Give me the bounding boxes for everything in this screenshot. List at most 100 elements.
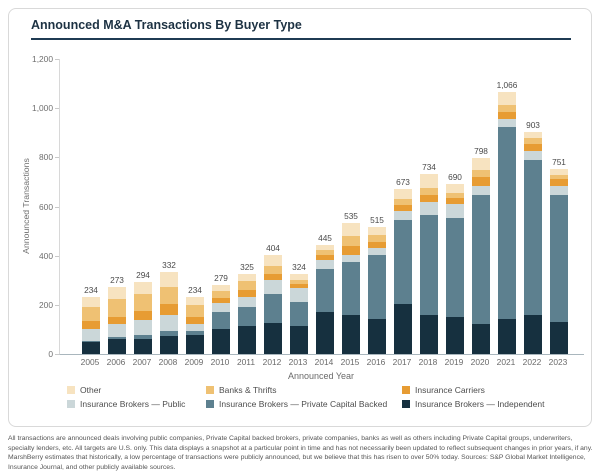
y-axis-ticks: 0 200 400 600 800 1,000 1,200: [9, 54, 53, 359]
bar-segment: [212, 297, 230, 304]
bar-stack: [108, 286, 126, 354]
bar-segment: [108, 286, 126, 299]
bar-segment: [238, 326, 256, 354]
bar-segment: [290, 279, 308, 285]
x-tick-label: 2009: [184, 357, 204, 367]
legend-item: Insurance Brokers — Public: [67, 399, 206, 409]
bar-segment: [550, 185, 568, 196]
title-underline: [31, 38, 571, 40]
bar-segment: [498, 127, 516, 319]
bar-segment: [446, 198, 464, 205]
bar-stack: [212, 285, 230, 354]
bar-segment: [212, 329, 230, 354]
y-tick-label: 1,200: [32, 54, 53, 64]
bar-segment: [82, 306, 100, 321]
x-tick-label: 2008: [158, 357, 178, 367]
bar-column: 404: [260, 243, 286, 354]
bar-segment: [472, 185, 490, 196]
bar-segment: [394, 188, 412, 200]
x-tick-label: 2017: [392, 357, 412, 367]
bar-segment: [160, 272, 178, 288]
bar-segment: [264, 265, 282, 274]
legend-label: Insurance Carriers: [415, 385, 485, 395]
bar-column: 279: [208, 273, 234, 354]
bar-segment: [498, 318, 516, 354]
bar-stack: [446, 184, 464, 354]
bar-segment: [108, 298, 126, 317]
bar-segment: [342, 222, 360, 237]
bar-total-label: 903: [526, 120, 540, 131]
x-tick-label: 2018: [418, 357, 438, 367]
bar-segment: [134, 334, 152, 339]
legend-item: Other: [67, 385, 206, 395]
bar-total-label: 404: [266, 242, 280, 253]
bar-segment: [342, 315, 360, 354]
bar-total-label: 734: [422, 161, 436, 172]
bar-segment: [342, 261, 360, 316]
legend-item: Banks & Thrifts: [206, 385, 402, 395]
bar-stack: [134, 281, 152, 354]
bar-column: 325: [234, 262, 260, 354]
y-tick-label: 600: [39, 201, 53, 212]
footer-disclaimer: All transactions are announced deals inv…: [8, 435, 593, 471]
bar-stack: [186, 296, 204, 354]
bar-segment: [368, 227, 386, 236]
bar-segment: [186, 331, 204, 336]
legend-swatch-icon: [206, 400, 214, 408]
bar-stack: [394, 188, 412, 354]
y-tick-label: 1,000: [32, 103, 53, 114]
bar-segment: [316, 312, 334, 354]
bar-segment: [368, 241, 386, 249]
bar-segment: [108, 339, 126, 354]
y-tick-mark: [55, 108, 59, 110]
bar-column: 515: [364, 215, 390, 354]
bar-total-label: 234: [188, 284, 202, 295]
bar-segment: [212, 285, 230, 292]
bar-segment: [342, 236, 360, 247]
bar-segment: [394, 199, 412, 205]
x-tick-label: 2010: [210, 357, 230, 367]
bar-segment: [238, 289, 256, 298]
bar-segment: [394, 211, 412, 221]
x-tick-label: 2015: [340, 357, 360, 367]
x-tick-label: 2011: [236, 357, 255, 367]
bar-segment: [290, 274, 308, 280]
bar-segment: [186, 335, 204, 354]
bar-segment: [524, 315, 542, 354]
bar-stack: [472, 157, 490, 354]
bar-segment: [82, 342, 100, 354]
bar-segment: [498, 111, 516, 119]
legend-item: Insurance Brokers — Private Capital Back…: [206, 399, 402, 409]
bar-segment: [446, 192, 464, 199]
y-tick-label: 800: [39, 152, 53, 163]
y-tick-label: 200: [39, 299, 53, 310]
bar-segment: [238, 307, 256, 327]
x-tick-label: 2014: [314, 357, 334, 367]
bar-total-label: 294: [136, 269, 150, 280]
legend-label: Insurance Brokers — Public: [80, 399, 186, 409]
bar-segment: [524, 159, 542, 316]
x-tick-label: 2021: [496, 357, 516, 367]
y-tick-label: 400: [39, 250, 53, 261]
bar-segment: [160, 336, 178, 354]
bar-segment: [472, 170, 490, 178]
legend-swatch-icon: [206, 386, 214, 394]
bar-segment: [316, 268, 334, 313]
bar-column: 734: [416, 162, 442, 354]
x-tick-label: 2012: [262, 357, 282, 367]
bar-segment: [212, 291, 230, 298]
bar-column: 690: [442, 172, 468, 354]
bar-stack: [238, 274, 256, 354]
bar-column: 798: [468, 146, 494, 354]
bar-column: 1,066: [494, 80, 520, 354]
bar-column: 445: [312, 233, 338, 354]
legend-label: Insurance Brokers — Private Capital Back…: [219, 399, 388, 409]
bar-column: 273: [104, 275, 130, 354]
bars-row: 234 273 294 332 234 279 325 404 324 445 535 515 673 7…: [60, 59, 584, 354]
bar-segment: [134, 319, 152, 335]
bar-total-label: 234: [84, 284, 98, 295]
bar-segment: [82, 320, 100, 329]
bar-segment: [264, 254, 282, 266]
x-axis-title: Announced Year: [287, 371, 355, 381]
bar-segment: [446, 184, 464, 193]
